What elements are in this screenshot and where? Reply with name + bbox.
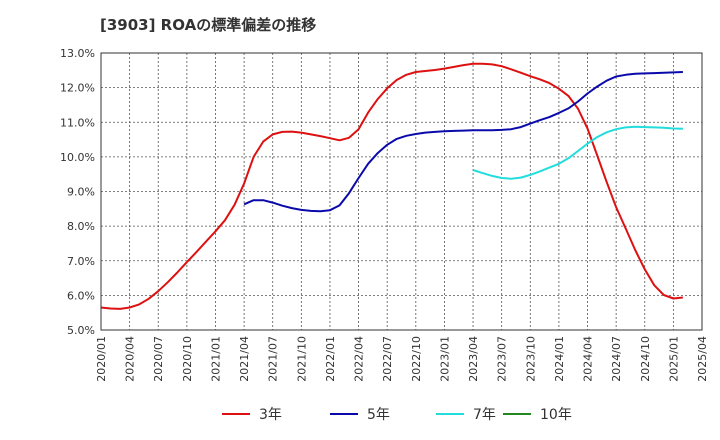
x-tick-label: 2021/07 <box>267 336 280 382</box>
plot-area-border <box>100 52 703 331</box>
y-tick-label: 13.0% <box>60 47 95 60</box>
x-tick-label: 2023/10 <box>524 336 537 382</box>
y-tick-label: 7.0% <box>67 255 95 268</box>
y-tick-label: 11.0% <box>60 116 95 129</box>
y-tick-label: 12.0% <box>60 82 95 95</box>
x-tick-label: 2022/07 <box>381 336 394 382</box>
x-tick-label: 2024/04 <box>582 336 595 382</box>
legend: 3年 5年 7年 10年 <box>222 407 572 423</box>
x-tick-label: 2022/04 <box>353 336 366 382</box>
x-tick-label: 2024/07 <box>610 336 623 382</box>
legend-label: 7年 <box>473 407 496 423</box>
series-line-3年 <box>100 62 684 310</box>
grid-lines <box>100 52 703 331</box>
x-tick-label: 2024/01 <box>553 336 566 382</box>
x-axis-tick-labels: 2020/01 2020/04 2020/07 2020/10 2021/01 2021/… <box>95 336 709 382</box>
series-line-7年 <box>472 125 683 180</box>
chart-title: [3903] ROAの標準偏差の推移 <box>100 16 317 34</box>
x-tick-label: 2021/01 <box>209 336 222 382</box>
x-tick-label: 2020/10 <box>181 336 194 382</box>
x-tick-label: 2021/04 <box>238 336 251 382</box>
y-tick-label: 10.0% <box>60 151 95 164</box>
x-tick-label: 2024/10 <box>639 336 652 382</box>
y-tick-label: 6.0% <box>67 289 95 302</box>
x-tick-label: 2023/01 <box>438 336 451 382</box>
y-tick-label: 9.0% <box>67 186 95 199</box>
series-line-5年 <box>243 71 683 213</box>
x-tick-label: 2023/07 <box>496 336 509 382</box>
y-tick-label: 8.0% <box>67 220 95 233</box>
legend-label: 5年 <box>367 407 390 423</box>
legend-label: 10年 <box>540 407 572 423</box>
x-tick-label: 2020/01 <box>95 336 108 382</box>
series-lines <box>100 62 684 310</box>
y-axis-tick-labels: 5.0% 6.0% 7.0% 8.0% 9.0% 10.0% 11.0% 12.0% 13.0% <box>60 47 95 337</box>
y-tick-label: 5.0% <box>67 324 95 337</box>
x-tick-label: 2020/04 <box>124 336 137 382</box>
x-tick-label: 2022/10 <box>410 336 423 382</box>
x-tick-label: 2025/04 <box>696 336 709 382</box>
x-tick-label: 2025/01 <box>667 336 680 382</box>
legend-label: 3年 <box>259 407 282 423</box>
x-tick-label: 2020/07 <box>152 336 165 382</box>
x-tick-label: 2023/04 <box>467 336 480 382</box>
x-tick-label: 2021/10 <box>295 336 308 382</box>
x-tick-label: 2022/01 <box>324 336 337 382</box>
